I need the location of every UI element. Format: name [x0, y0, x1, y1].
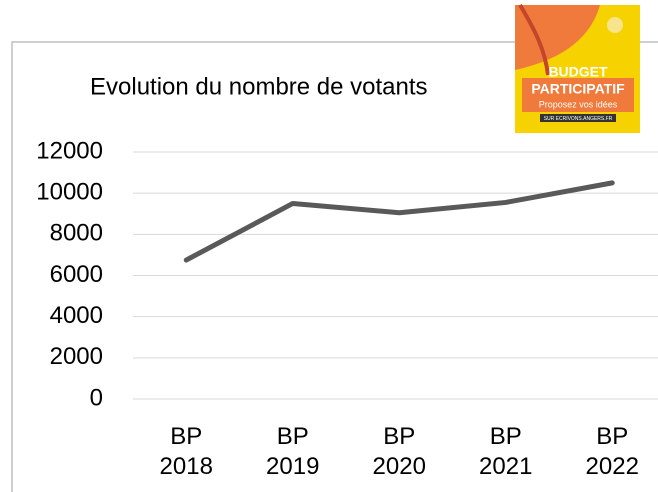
y-tick-label: 10000: [36, 179, 103, 206]
logo-text: Proposez vos idées: [539, 99, 618, 109]
logo-text: BUDGET: [548, 64, 608, 80]
logo-text: SUR ECRIVONS.ANGERS.FR: [544, 116, 613, 122]
x-tick-label: BP 2021: [476, 422, 536, 482]
line-series: [186, 183, 612, 260]
y-tick-label: 0: [90, 384, 103, 411]
x-tick-label: BP 2022: [582, 422, 642, 482]
y-tick-label: 12000: [36, 137, 103, 164]
x-tick-label: BP 2019: [263, 422, 323, 482]
x-tick-label: BP 2020: [369, 422, 429, 482]
chart-title: Evolution du nombre de votants: [90, 73, 428, 100]
y-tick-label: 8000: [50, 220, 103, 247]
chart: Evolution du nombre de votants BUDGET PA…: [0, 0, 658, 492]
logo-text: PARTICIPATIF: [531, 81, 625, 97]
x-tick-label: BP 2018: [156, 422, 216, 482]
y-tick-label: 2000: [50, 343, 103, 370]
y-tick-label: 6000: [50, 261, 103, 288]
y-tick-label: 4000: [50, 302, 103, 329]
page: Evolution du nombre de votants BUDGET PA…: [0, 0, 658, 492]
logo: BUDGET PARTICIPATIF Proposez vos idées S…: [515, 5, 640, 133]
